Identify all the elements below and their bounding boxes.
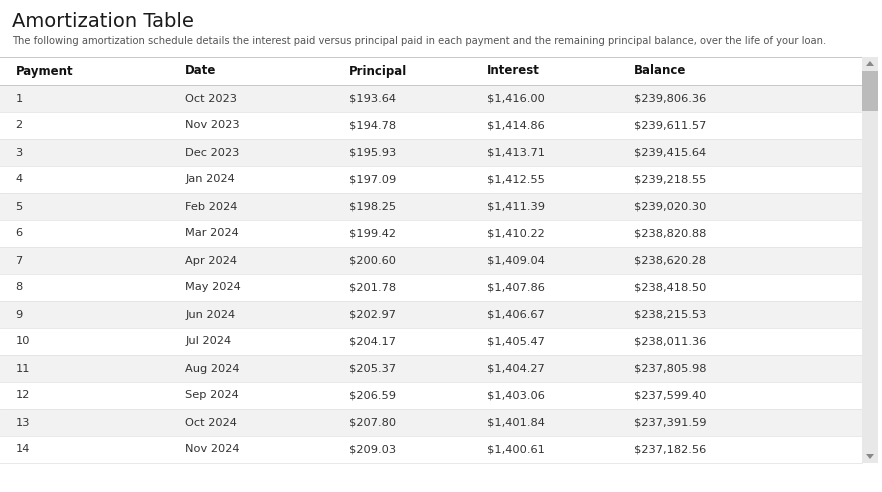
- Bar: [0, 355, 862, 382]
- Text: $1,406.67: $1,406.67: [487, 309, 545, 319]
- Text: $1,403.06: $1,403.06: [487, 391, 545, 400]
- Text: $204.17: $204.17: [349, 337, 396, 346]
- Text: $199.42: $199.42: [349, 228, 396, 239]
- Polygon shape: [866, 61, 874, 66]
- Bar: [0, 382, 862, 409]
- Text: $1,416.00: $1,416.00: [487, 93, 545, 103]
- Text: 11: 11: [16, 364, 30, 373]
- Text: 6: 6: [16, 228, 23, 239]
- Text: $193.64: $193.64: [349, 93, 396, 103]
- Bar: [0, 57, 862, 85]
- Bar: [0, 139, 862, 166]
- Text: $238,011.36: $238,011.36: [633, 337, 706, 346]
- Bar: [0, 85, 862, 112]
- Bar: [862, 57, 878, 463]
- Text: $201.78: $201.78: [349, 282, 396, 293]
- Bar: [0, 247, 862, 274]
- Text: Dec 2023: Dec 2023: [185, 148, 240, 157]
- Bar: [0, 436, 862, 463]
- Text: $200.60: $200.60: [349, 255, 396, 266]
- Text: Oct 2023: Oct 2023: [185, 93, 237, 103]
- Text: Feb 2024: Feb 2024: [185, 202, 238, 212]
- Bar: [0, 193, 862, 220]
- Text: Date: Date: [185, 64, 217, 78]
- Text: $1,412.55: $1,412.55: [487, 175, 545, 184]
- Text: Principal: Principal: [349, 64, 407, 78]
- Text: Interest: Interest: [487, 64, 540, 78]
- Text: $237,599.40: $237,599.40: [633, 391, 706, 400]
- Bar: [862, 449, 878, 463]
- Text: $239,611.57: $239,611.57: [633, 121, 706, 130]
- Text: Sep 2024: Sep 2024: [185, 391, 239, 400]
- Text: $239,806.36: $239,806.36: [633, 93, 706, 103]
- Text: Balance: Balance: [633, 64, 686, 78]
- Text: 14: 14: [16, 444, 30, 455]
- Text: $1,411.39: $1,411.39: [487, 202, 545, 212]
- Text: 7: 7: [16, 255, 23, 266]
- Text: 13: 13: [16, 418, 30, 428]
- Text: Jul 2024: Jul 2024: [185, 337, 231, 346]
- Text: $198.25: $198.25: [349, 202, 396, 212]
- Text: $238,620.28: $238,620.28: [633, 255, 706, 266]
- Text: Amortization Table: Amortization Table: [12, 12, 194, 31]
- Text: Aug 2024: Aug 2024: [185, 364, 240, 373]
- Text: 3: 3: [16, 148, 23, 157]
- Text: $206.59: $206.59: [349, 391, 396, 400]
- Text: $209.03: $209.03: [349, 444, 396, 455]
- Text: $194.78: $194.78: [349, 121, 396, 130]
- Text: 2: 2: [16, 121, 23, 130]
- Text: Jun 2024: Jun 2024: [185, 309, 235, 319]
- Bar: [0, 274, 862, 301]
- Text: $239,415.64: $239,415.64: [633, 148, 706, 157]
- Text: May 2024: May 2024: [185, 282, 241, 293]
- Polygon shape: [866, 454, 874, 459]
- Bar: [0, 301, 862, 328]
- Text: $237,182.56: $237,182.56: [633, 444, 706, 455]
- Text: $1,401.84: $1,401.84: [487, 418, 545, 428]
- Text: 12: 12: [16, 391, 30, 400]
- Text: $205.37: $205.37: [349, 364, 396, 373]
- Text: $1,413.71: $1,413.71: [487, 148, 545, 157]
- Text: $238,820.88: $238,820.88: [633, 228, 706, 239]
- Text: $1,407.86: $1,407.86: [487, 282, 545, 293]
- Text: Nov 2024: Nov 2024: [185, 444, 240, 455]
- Text: 5: 5: [16, 202, 23, 212]
- Text: $1,400.61: $1,400.61: [487, 444, 545, 455]
- Text: $1,405.47: $1,405.47: [487, 337, 545, 346]
- Text: $197.09: $197.09: [349, 175, 396, 184]
- Text: 9: 9: [16, 309, 23, 319]
- Text: $195.93: $195.93: [349, 148, 396, 157]
- Text: The following amortization schedule details the interest paid versus principal p: The following amortization schedule deta…: [12, 36, 826, 46]
- Bar: [0, 220, 862, 247]
- Text: $1,410.22: $1,410.22: [487, 228, 545, 239]
- Text: 1: 1: [16, 93, 23, 103]
- Text: Nov 2023: Nov 2023: [185, 121, 240, 130]
- Bar: [862, 57, 878, 71]
- Text: $239,020.30: $239,020.30: [633, 202, 706, 212]
- Text: Payment: Payment: [16, 64, 73, 78]
- Text: $1,414.86: $1,414.86: [487, 121, 545, 130]
- Text: 8: 8: [16, 282, 23, 293]
- Text: $237,391.59: $237,391.59: [633, 418, 706, 428]
- Text: $1,404.27: $1,404.27: [487, 364, 545, 373]
- Bar: [0, 112, 862, 139]
- Text: Apr 2024: Apr 2024: [185, 255, 237, 266]
- Text: Oct 2024: Oct 2024: [185, 418, 237, 428]
- Bar: [0, 166, 862, 193]
- Text: Jan 2024: Jan 2024: [185, 175, 235, 184]
- Text: $239,218.55: $239,218.55: [633, 175, 706, 184]
- Bar: [862, 71, 878, 111]
- Text: 4: 4: [16, 175, 23, 184]
- Text: $1,409.04: $1,409.04: [487, 255, 545, 266]
- Text: 10: 10: [16, 337, 30, 346]
- Text: $207.80: $207.80: [349, 418, 396, 428]
- Text: $202.97: $202.97: [349, 309, 396, 319]
- Text: $238,215.53: $238,215.53: [633, 309, 706, 319]
- Bar: [0, 328, 862, 355]
- Text: $238,418.50: $238,418.50: [633, 282, 706, 293]
- Text: Mar 2024: Mar 2024: [185, 228, 239, 239]
- Text: $237,805.98: $237,805.98: [633, 364, 706, 373]
- Bar: [0, 409, 862, 436]
